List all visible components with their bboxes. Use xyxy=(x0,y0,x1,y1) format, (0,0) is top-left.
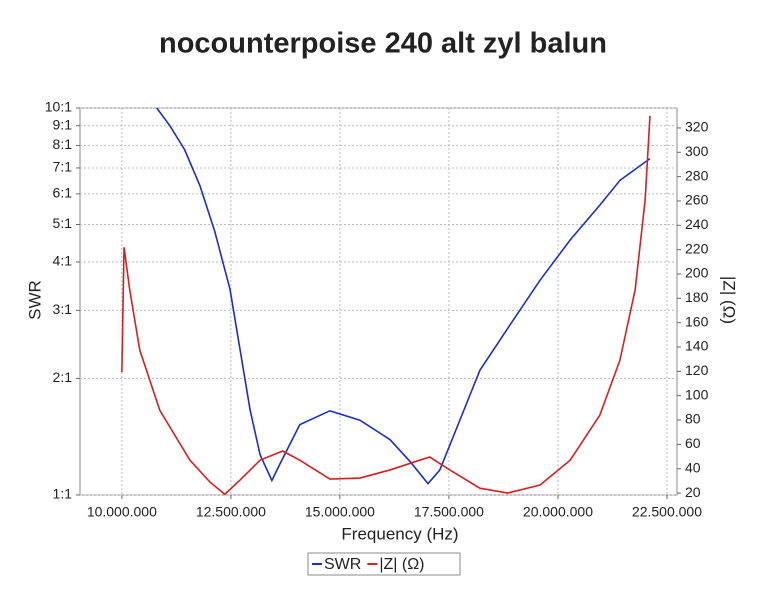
y2-tick-label: 60 xyxy=(685,435,701,451)
x-tick-label: 20.000.000 xyxy=(523,504,593,520)
y2-tick-label: 120 xyxy=(685,362,709,378)
y2-tick-label: 280 xyxy=(685,167,709,183)
x-axis-label: Frequency (Hz) xyxy=(341,524,458,543)
y2-tick-label: 80 xyxy=(685,411,701,427)
x-tick-label: 22.500.000 xyxy=(632,504,702,520)
y2-tick-label: 160 xyxy=(685,313,709,329)
y2-axis-label: |Z| (Ω) xyxy=(720,276,739,324)
y-tick-label: 9:1 xyxy=(53,116,73,132)
y2-tick-label: 180 xyxy=(685,289,709,305)
legend-label: |Z| (Ω) xyxy=(379,556,424,573)
x-tick-label: 17.500.000 xyxy=(414,504,484,520)
y-tick-label: 4:1 xyxy=(53,253,73,269)
y2-tick-label: 100 xyxy=(685,386,709,402)
chart-title: nocounterpoise 240 alt zyl balun xyxy=(159,28,607,60)
y-tick-label: 2:1 xyxy=(53,369,73,385)
y-tick-label: 3:1 xyxy=(53,301,73,317)
y2-tick-label: 40 xyxy=(685,459,701,475)
y2-tick-label: 240 xyxy=(685,216,709,232)
y-tick-label: 1:1 xyxy=(53,486,73,502)
y2-tick-label: 20 xyxy=(685,484,701,500)
y-tick-label: 8:1 xyxy=(53,136,73,152)
y2-tick-label: 140 xyxy=(685,338,709,354)
y2-tick-label: 260 xyxy=(685,192,709,208)
x-tick-label: 10.000.000 xyxy=(87,504,157,520)
series-line xyxy=(156,107,651,485)
legend xyxy=(307,552,461,576)
y-tick-label: 5:1 xyxy=(53,215,73,231)
y2-tick-label: 300 xyxy=(685,143,709,159)
y-tick-label: 10:1 xyxy=(45,99,72,115)
x-tick-label: 12.500.000 xyxy=(196,504,266,520)
series-line xyxy=(121,115,651,496)
y-axis-label: SWR xyxy=(25,280,44,320)
y2-tick-label: 200 xyxy=(685,265,709,281)
plot-area xyxy=(79,107,678,496)
legend-label: SWR xyxy=(324,556,361,573)
y2-tick-label: 320 xyxy=(685,119,709,135)
x-tick-label: 15.000.000 xyxy=(305,504,375,520)
y2-tick-label: 220 xyxy=(685,240,709,256)
y-tick-label: 7:1 xyxy=(53,159,73,175)
y-tick-label: 6:1 xyxy=(53,185,73,201)
